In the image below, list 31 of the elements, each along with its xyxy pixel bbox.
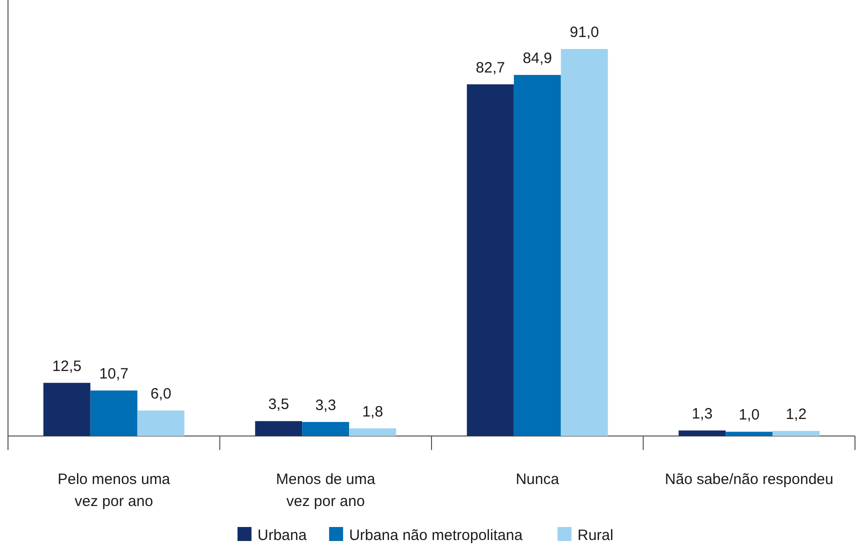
legend-label: Rural: [578, 527, 614, 544]
data-label: 91,0: [570, 24, 599, 41]
x-tick-label: Não sabe/não respondeu: [664, 471, 834, 488]
bar: [772, 430, 820, 436]
data-label: 12,5: [52, 358, 82, 375]
bar: [137, 410, 184, 436]
data-label: 3,5: [268, 396, 290, 414]
bar: [466, 84, 514, 436]
bar: [349, 428, 396, 436]
data-label: 82,7: [476, 59, 505, 76]
bar: [90, 390, 138, 436]
bar: [678, 430, 726, 436]
bar: [514, 74, 561, 436]
data-label: 1,3: [692, 405, 713, 422]
data-label: 1,0: [738, 406, 760, 424]
x-tick-label: Pelo menos uma vez por ano: [58, 471, 171, 510]
bar: [726, 432, 773, 436]
x-tick-label: Nunca: [516, 471, 560, 488]
bar: [43, 382, 90, 436]
data-label: 10,7: [99, 365, 128, 382]
data-label: 1,8: [362, 403, 384, 420]
legend-label: Urbana não metropolitana: [349, 527, 524, 544]
data-label: 6,0: [150, 385, 172, 402]
legend-label: Urbana: [258, 527, 308, 544]
data-label: 3,3: [315, 396, 336, 414]
bar: [560, 49, 608, 436]
data-label: 84,9: [522, 50, 552, 67]
bar: [255, 421, 302, 436]
data-label: 1,2: [786, 406, 807, 423]
x-tick-label: Menos de uma vez por ano: [276, 471, 376, 510]
bar: [302, 422, 350, 436]
